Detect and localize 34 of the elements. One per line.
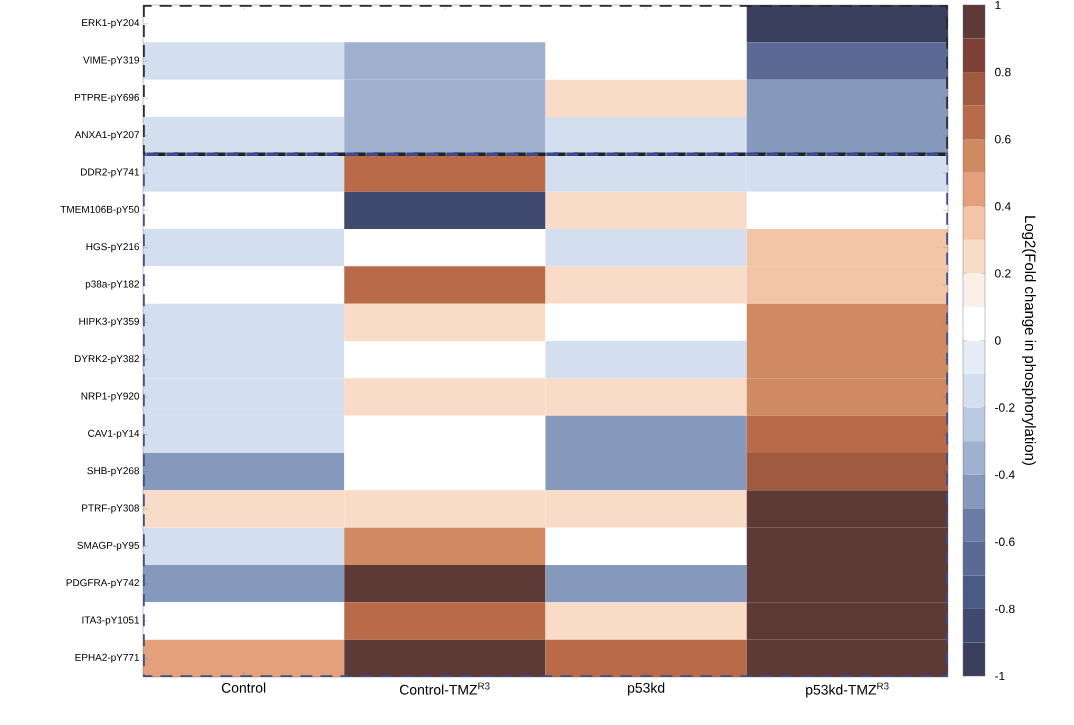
x-tick-label: Control-TMZ$^{R3}$ [399,682,490,695]
color-bar-label: -0.6 [995,537,1015,547]
color-bar-label: -1 [995,671,1005,681]
color-bar-label: -0.2 [995,403,1015,412]
x-tick-label: p53kd-TMZ$^{R3}$ [806,682,889,698]
color-bar-label: 0.6 [995,134,1011,144]
y-tick-label: ERK1-pY204 [82,19,140,29]
x-tick-label: p53kd [628,682,665,696]
color-bar-title: Log2(Fold change in phosphorylation) [1021,216,1036,465]
y-tick-label: TMEM106B-pY50 [60,205,140,215]
y-tick-label: HGS-pY216 [86,243,140,253]
y-tick-label: ANXA1-pY207 [74,131,139,141]
y-tick-label: ITA3-pY1051 [82,616,139,626]
x-tick-label: Control [221,682,266,693]
color-bar-label: -0.4 [995,470,1015,479]
y-tick-label: SMAGP-pY95 [77,541,140,551]
color-bar-label: 1 [995,0,1001,10]
y-tick-label: SHB-pY268 [87,467,140,477]
y-tick-label: CAV1-pY14 [88,429,140,439]
y-tick-label: NRP1-pY920 [81,392,140,402]
y-tick-label: PTPRE-pY696 [74,93,140,103]
color-bar-label: 0.2 [995,269,1011,278]
y-tick-label: PDGFRA-pY742 [66,579,139,589]
y-tick-label: DDR2-pY741 [81,168,139,178]
y-tick-label: PTRF-pY308 [82,504,140,514]
y-tick-label: EPHA2-pY771 [75,653,139,663]
y-tick-label: HIPK3-pY359 [79,317,140,327]
y-tick-label: VIME-pY319 [83,56,140,66]
color-bar-label: 0.8 [995,67,1011,77]
color-bar-label: -0.8 [995,604,1015,614]
y-tick-label: DYRK2-pY382 [74,355,139,365]
color-bar-label: 0.4 [995,202,1011,211]
color-bar-label: 0 [995,336,1001,345]
y-tick-label: p38a-pY182 [85,280,139,290]
